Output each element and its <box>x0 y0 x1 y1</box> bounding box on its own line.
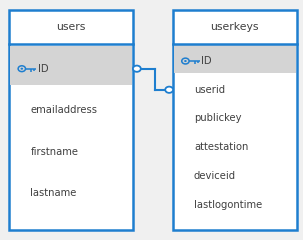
Text: userkeys: userkeys <box>211 22 259 32</box>
Bar <box>173 10 297 230</box>
Bar <box>174 45 296 72</box>
Text: publickey: publickey <box>194 114 241 123</box>
Text: users: users <box>57 22 86 32</box>
Bar <box>10 46 132 85</box>
Circle shape <box>21 68 23 70</box>
Text: emailaddress: emailaddress <box>30 105 97 115</box>
Text: lastlogontime: lastlogontime <box>194 200 262 210</box>
Text: userid: userid <box>194 85 225 95</box>
Text: firstname: firstname <box>30 147 78 157</box>
Text: lastname: lastname <box>30 188 77 198</box>
Circle shape <box>184 60 187 62</box>
Text: ID: ID <box>38 64 48 74</box>
Circle shape <box>133 66 141 72</box>
Bar <box>9 10 133 230</box>
Text: attestation: attestation <box>194 142 248 152</box>
Text: deviceid: deviceid <box>194 171 236 181</box>
Circle shape <box>165 87 173 93</box>
Text: ID: ID <box>201 56 212 66</box>
